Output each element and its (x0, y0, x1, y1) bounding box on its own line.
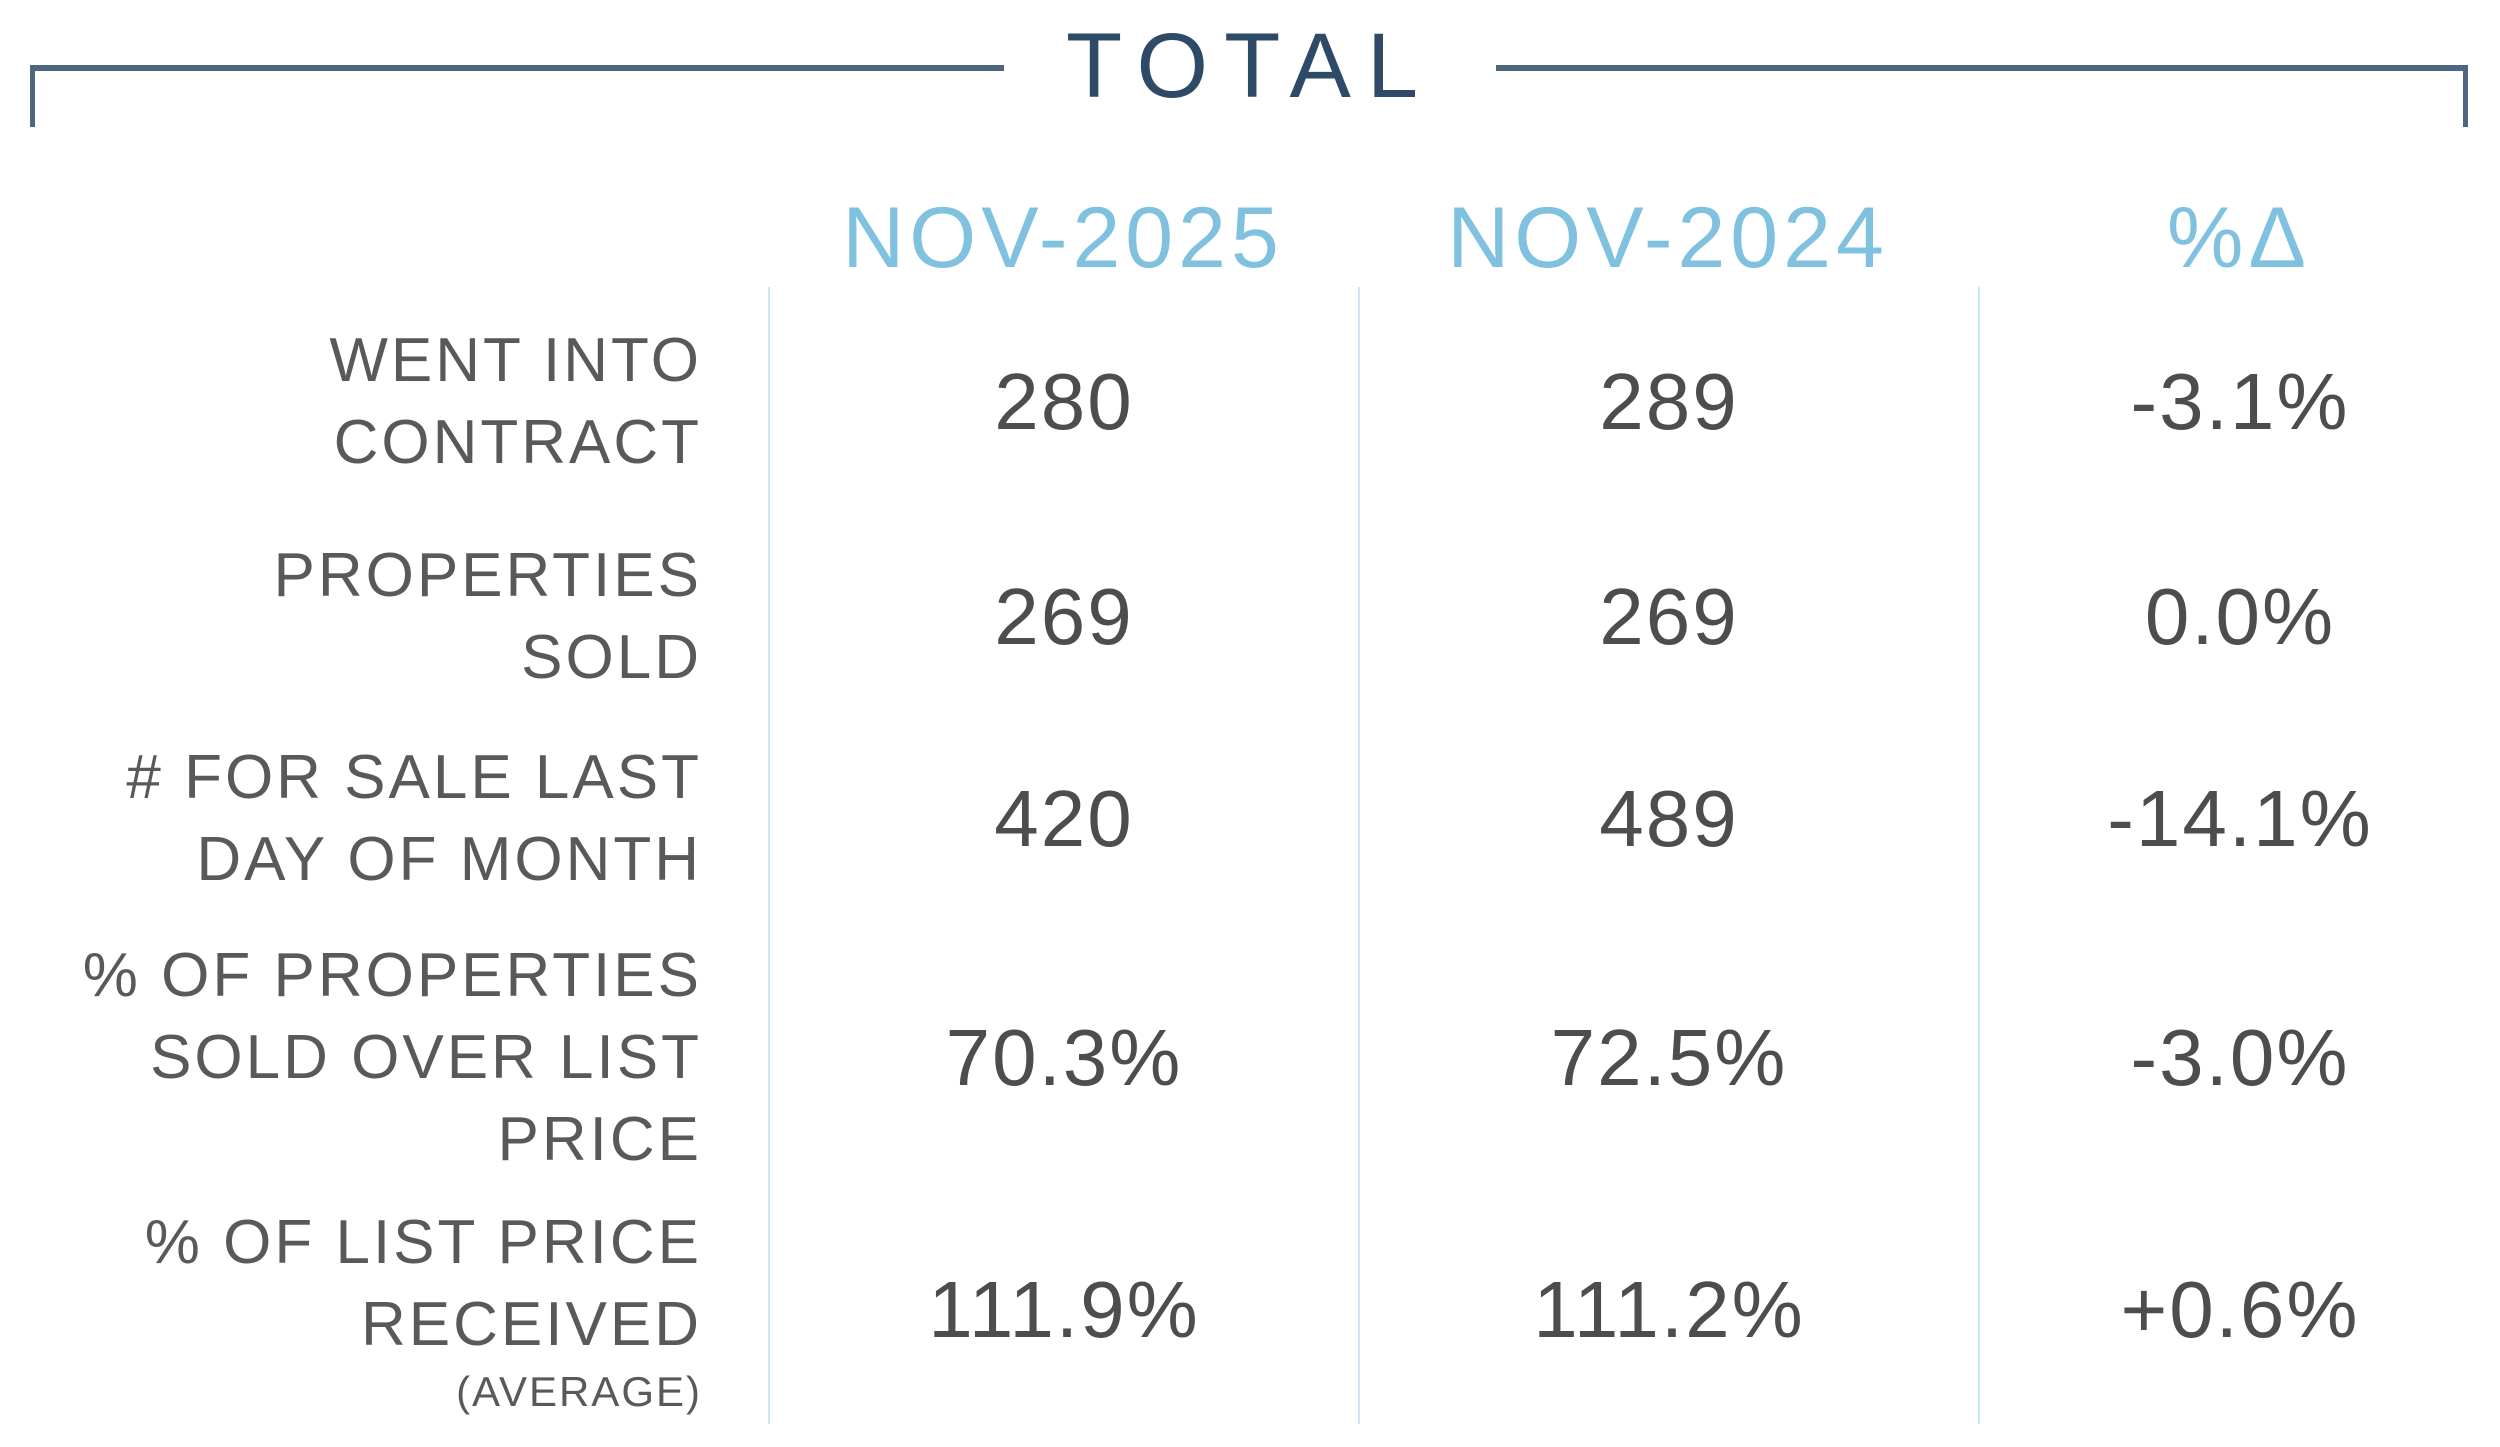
table-row: # FOR SALE LAST DAY OF MONTH 420 489 -14.… (0, 717, 2500, 920)
row-label: PROPERTIES SOLD (0, 517, 768, 717)
value-nov-2025: 269 (768, 517, 1358, 717)
value-nov-2025: 420 (768, 717, 1358, 920)
value-nov-2024: 269 (1358, 517, 1978, 717)
row-label-line: % OF LIST PRICE (144, 1207, 702, 1277)
table-row: % OF LIST PRICE RECEIVED (AVERAGE) 111.9% … (0, 1195, 2500, 1424)
value-nov-2024: 489 (1358, 717, 1978, 920)
row-label-line: # FOR SALE LAST (126, 742, 702, 812)
value-nov-2025: 111.9% (768, 1195, 1358, 1424)
column-header-nov-2025: NOV-2025 (842, 190, 1284, 286)
row-label-line: CONTRACT (333, 408, 702, 477)
value-pct-delta: +0.6% (1978, 1195, 2500, 1424)
row-label-line: PRICE (497, 1104, 702, 1174)
row-label: % OF LIST PRICE RECEIVED (AVERAGE) (0, 1195, 768, 1424)
row-label-line: WENT INTO (329, 326, 702, 395)
table-row: % OF PROPERTIES SOLD OVER LIST PRICE 70.3%… (0, 920, 2500, 1195)
stats-table: NOV-2025 NOV-2024 %Δ WENT INTO CONTRACT 2… (0, 130, 2500, 1424)
table-header-row: NOV-2025 NOV-2024 %Δ (0, 130, 2500, 287)
value-pct-delta: -14.1% (1978, 717, 2500, 920)
row-label: # FOR SALE LAST DAY OF MONTH (0, 717, 768, 920)
value-pct-delta: -3.1% (1978, 287, 2500, 517)
row-label-line: PROPERTIES (273, 541, 702, 610)
value-pct-delta: -3.0% (1978, 920, 2500, 1195)
row-label: % OF PROPERTIES SOLD OVER LIST PRICE (0, 920, 768, 1195)
row-label-note: (AVERAGE) (456, 1367, 702, 1415)
column-header-nov-2024: NOV-2024 (1447, 190, 1889, 286)
value-nov-2025: 280 (768, 287, 1358, 517)
table-row: PROPERTIES SOLD 269 269 0.0% (0, 517, 2500, 717)
row-label-line: RECEIVED (361, 1289, 702, 1359)
row-label-line: DAY OF MONTH (196, 824, 702, 894)
row-label-column-spacer (0, 130, 768, 287)
value-nov-2024: 72.5% (1358, 920, 1978, 1195)
section-title: TOTAL (1004, 12, 1496, 120)
value-pct-delta: 0.0% (1978, 517, 2500, 717)
column-header-pct-delta: %Δ (2167, 190, 2311, 286)
table-row: WENT INTO CONTRACT 280 289 -3.1% (0, 287, 2500, 517)
table-body: WENT INTO CONTRACT 280 289 -3.1% PROPERTI… (0, 287, 2500, 1424)
value-nov-2024: 111.2% (1358, 1195, 1978, 1424)
value-nov-2024: 289 (1358, 287, 1978, 517)
row-label-line: SOLD OVER LIST (150, 1022, 702, 1092)
value-nov-2025: 70.3% (768, 920, 1358, 1195)
row-label-line: % OF PROPERTIES (82, 940, 702, 1010)
row-label-line: SOLD (521, 623, 702, 692)
row-label: WENT INTO CONTRACT (0, 287, 768, 517)
